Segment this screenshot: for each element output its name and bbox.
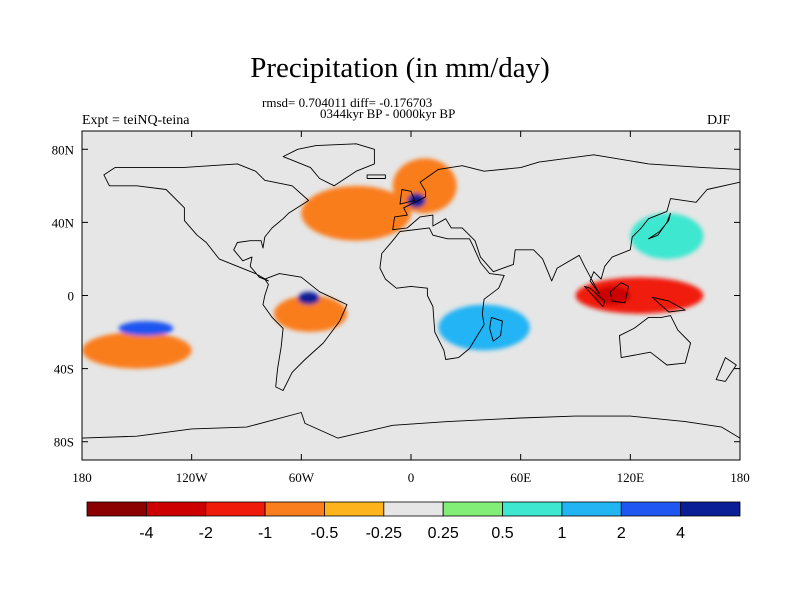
- coastline-north-america: [103, 163, 310, 282]
- coastline-greenland: [282, 143, 375, 187]
- anomaly-region-5: [297, 291, 320, 305]
- coastline-japan: [648, 212, 671, 240]
- colorbar-box: [86, 501, 147, 517]
- colorbar-box: [383, 501, 444, 517]
- y-tick-label: 40N: [52, 215, 75, 230]
- y-tick-label: 40S: [54, 362, 74, 377]
- x-tick-label: 60E: [510, 470, 531, 485]
- colorbar-label: 4: [676, 525, 685, 542]
- coastline-antarctica: [82, 412, 740, 439]
- x-tick-label: 180: [72, 470, 92, 485]
- y-tick-label: 0: [68, 289, 75, 304]
- colorbar-label: -4: [139, 525, 153, 542]
- coastline-new-guinea: [651, 296, 686, 313]
- chart-title: Precipitation (in mm/day): [250, 52, 550, 84]
- colorbar-label: -0.5: [311, 525, 339, 542]
- colorbar-box: [264, 501, 325, 517]
- y-tick-label: 80S: [54, 435, 74, 450]
- x-tick-label: 120W: [176, 470, 209, 485]
- anomaly-region-4: [273, 295, 348, 333]
- coastline-australia: [618, 315, 692, 366]
- experiment-label: Expt = teiNQ-teina: [82, 113, 190, 128]
- colorbar-label: 2: [617, 525, 626, 542]
- colorbar-label: -1: [258, 525, 272, 542]
- anomaly-region-6: [301, 185, 411, 241]
- coastline-eurasia: [392, 154, 740, 295]
- colorbar-box: [561, 501, 622, 517]
- colorbar-box: [205, 501, 266, 517]
- coastline-british-isles: [399, 189, 416, 205]
- coastline-south-america: [262, 273, 348, 391]
- coastlines: [82, 143, 740, 439]
- colorbar-label: 0.5: [491, 525, 513, 542]
- colorbar-label: 1: [557, 525, 566, 542]
- colorbar-label: -0.25: [366, 525, 403, 542]
- precipitation-field: [82, 158, 740, 424]
- coastline-sumatra: [584, 285, 606, 307]
- coastline-borneo: [609, 282, 629, 304]
- season-label: DJF: [707, 113, 731, 128]
- coastline-africa: [379, 227, 505, 360]
- x-tick-label: 120E: [617, 470, 645, 485]
- axis-ticks: 180 120W 60W 0 60E 120E 180 80N 40N 0 40S 80S: [52, 131, 750, 485]
- anomaly-region-12: [630, 213, 704, 259]
- anomaly-region-11: [593, 286, 631, 305]
- colorbar-label: -2: [199, 525, 213, 542]
- coastline-iceland: [366, 174, 386, 179]
- anomaly-region-7: [392, 158, 457, 214]
- x-tick-label: 60W: [289, 470, 315, 485]
- anomaly-region-2: [82, 332, 192, 369]
- anomaly-region-8: [407, 193, 426, 208]
- rmsd-diff-label: rmsd= 0.704011 diff= -0.176703: [262, 95, 433, 110]
- period-label: 0344kyr BP - 0000kyr BP: [320, 106, 456, 121]
- colorbar-box: [442, 501, 503, 517]
- x-tick-label: 180: [730, 470, 750, 485]
- anomaly-region-3: [118, 321, 174, 336]
- coastline-new-zealand: [715, 357, 737, 382]
- y-tick-label: 80N: [52, 142, 75, 157]
- colorbar-box: [620, 501, 682, 517]
- coastline-madagascar: [489, 316, 503, 342]
- x-tick-label: 0: [408, 470, 415, 485]
- colorbar-box: [502, 501, 563, 517]
- colorbar-box: [680, 501, 741, 517]
- colorbar-label: 0.25: [428, 525, 459, 542]
- anomaly-region-10: [575, 277, 704, 314]
- colorbar-box: [324, 501, 385, 517]
- anomaly-region-1: [82, 401, 740, 424]
- anomaly-region-9: [438, 304, 530, 351]
- colorbar-box: [145, 501, 207, 517]
- colorbar: -4 -2 -1 -0.5 -0.25 0.25 0.5 1 2 4: [86, 501, 741, 542]
